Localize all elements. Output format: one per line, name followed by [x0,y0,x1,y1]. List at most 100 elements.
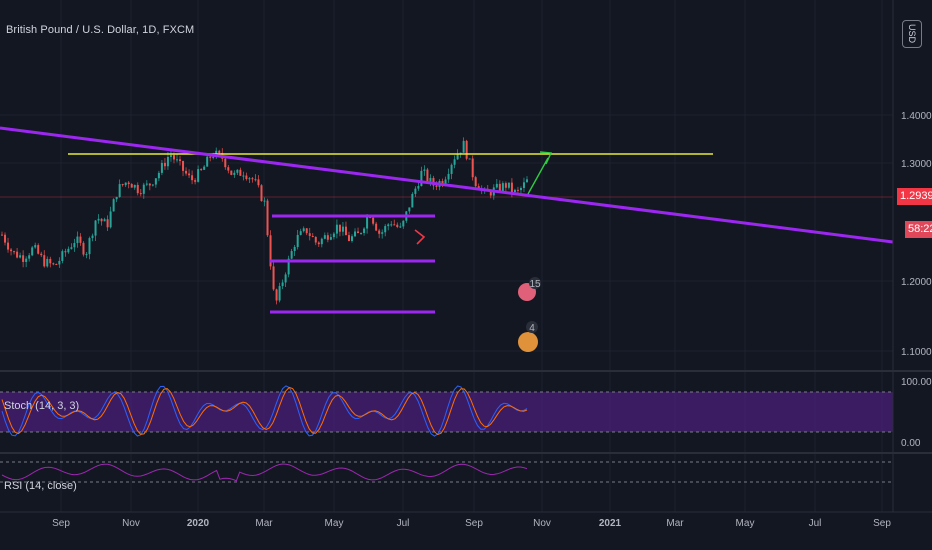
y-tick-label: 1.20000 [901,277,932,288]
candle-body [498,183,501,192]
candle-body [185,170,188,174]
x-axis-labels[interactable]: Sep Nov 2020 Mar May Jul Sep Nov 2021 Ma… [52,518,891,529]
candle-body [305,228,308,234]
x-tick-label: Sep [52,518,70,529]
candle-body [317,242,320,245]
x-tick-label: Jul [397,518,410,529]
candle-body [284,274,287,283]
candle-body [176,159,178,161]
candle-body [399,226,402,228]
grid [0,0,893,512]
candle-body [172,155,175,160]
candle-body [390,224,393,226]
candle-body [281,282,284,287]
candle-body [329,237,332,240]
candle-body [85,254,88,256]
rsi-label[interactable]: RSI (14, close) [4,480,77,492]
candle-body [145,183,148,185]
candle-body [148,183,151,186]
candle-body [227,167,230,171]
candle-body [299,231,302,235]
last-price-tag: 1.29390 [897,188,932,205]
candle-body [495,183,498,188]
candle-body [447,173,450,180]
candle-body [332,233,335,238]
candle-body [206,156,209,167]
candle-body [263,200,266,202]
candle-body [522,182,525,188]
candle-body [275,289,278,301]
candle-body [79,236,82,243]
candle-body [293,247,296,252]
candle-body [341,226,344,232]
candle-body [10,249,13,252]
candle-body [76,236,79,244]
candle-body [239,169,242,176]
candle-body [67,248,70,253]
candle-body [420,170,423,187]
candle-body [387,224,390,227]
candle-body [516,189,519,191]
candle-body [363,228,366,233]
candle-body [296,234,299,248]
candle-body [91,235,94,239]
candle-body [103,219,106,222]
candle-body [417,186,420,189]
candle-body [360,232,363,234]
rsi-line [1,463,528,482]
currency-button[interactable]: USD [902,20,922,48]
candle-body [375,223,378,231]
event-badges[interactable]: 15 4 [518,277,541,352]
candle-body [109,211,112,228]
candle-body [526,179,528,183]
green-arrow[interactable] [527,151,553,195]
candle-body [251,178,254,180]
candle-body [73,243,76,248]
candle-body [19,255,22,258]
candle-body [46,258,49,267]
x-tick-label: 2020 [187,518,210,529]
candle-body [230,170,233,175]
symbol-title[interactable]: British Pound / U.S. Dollar, 1D, FXCM [6,24,195,36]
candle-body [25,258,28,262]
candle-body [347,235,350,241]
candle-body [456,153,459,160]
candle-body [408,207,411,212]
candle-body [248,178,251,180]
y-axis-labels[interactable]: 1.40000 1.30000 1.20000 1.10000 100.00 0… [901,111,932,449]
event-count-badge-2 [526,321,538,333]
candle-body [31,247,34,256]
candle-body [160,162,163,173]
x-tick-label: Mar [666,518,684,529]
candle-body [82,242,85,255]
purple-trendline[interactable] [0,126,894,244]
candle-body [179,159,182,162]
candle-body [354,231,357,237]
candle-body [269,235,272,267]
stoch-label[interactable]: Stoch (14, 3, 3) [4,400,80,412]
candle-body [94,220,97,236]
candle-body [507,182,510,188]
candle-body [384,226,387,233]
candle-body [139,193,142,195]
countdown-tag: 58:22 [905,221,932,238]
candle-body [203,166,206,170]
stoch-d-line [1,386,528,436]
candle-body [378,230,381,234]
x-tick-label: Mar [255,518,273,529]
event-count-badge [529,277,541,289]
candle-body [130,184,133,188]
candle-body [88,238,91,255]
candle-body [163,162,166,167]
stoch-tick-0: 0.00 [901,438,921,449]
candle-body [290,251,293,259]
candle-body [70,247,73,249]
candle-body [489,191,492,196]
event-badge-icon-2[interactable] [518,332,538,352]
candle-body [308,233,311,236]
candle-body [52,263,55,265]
candle-body [182,161,185,171]
candle-body [411,193,414,208]
candle-body [519,187,522,191]
